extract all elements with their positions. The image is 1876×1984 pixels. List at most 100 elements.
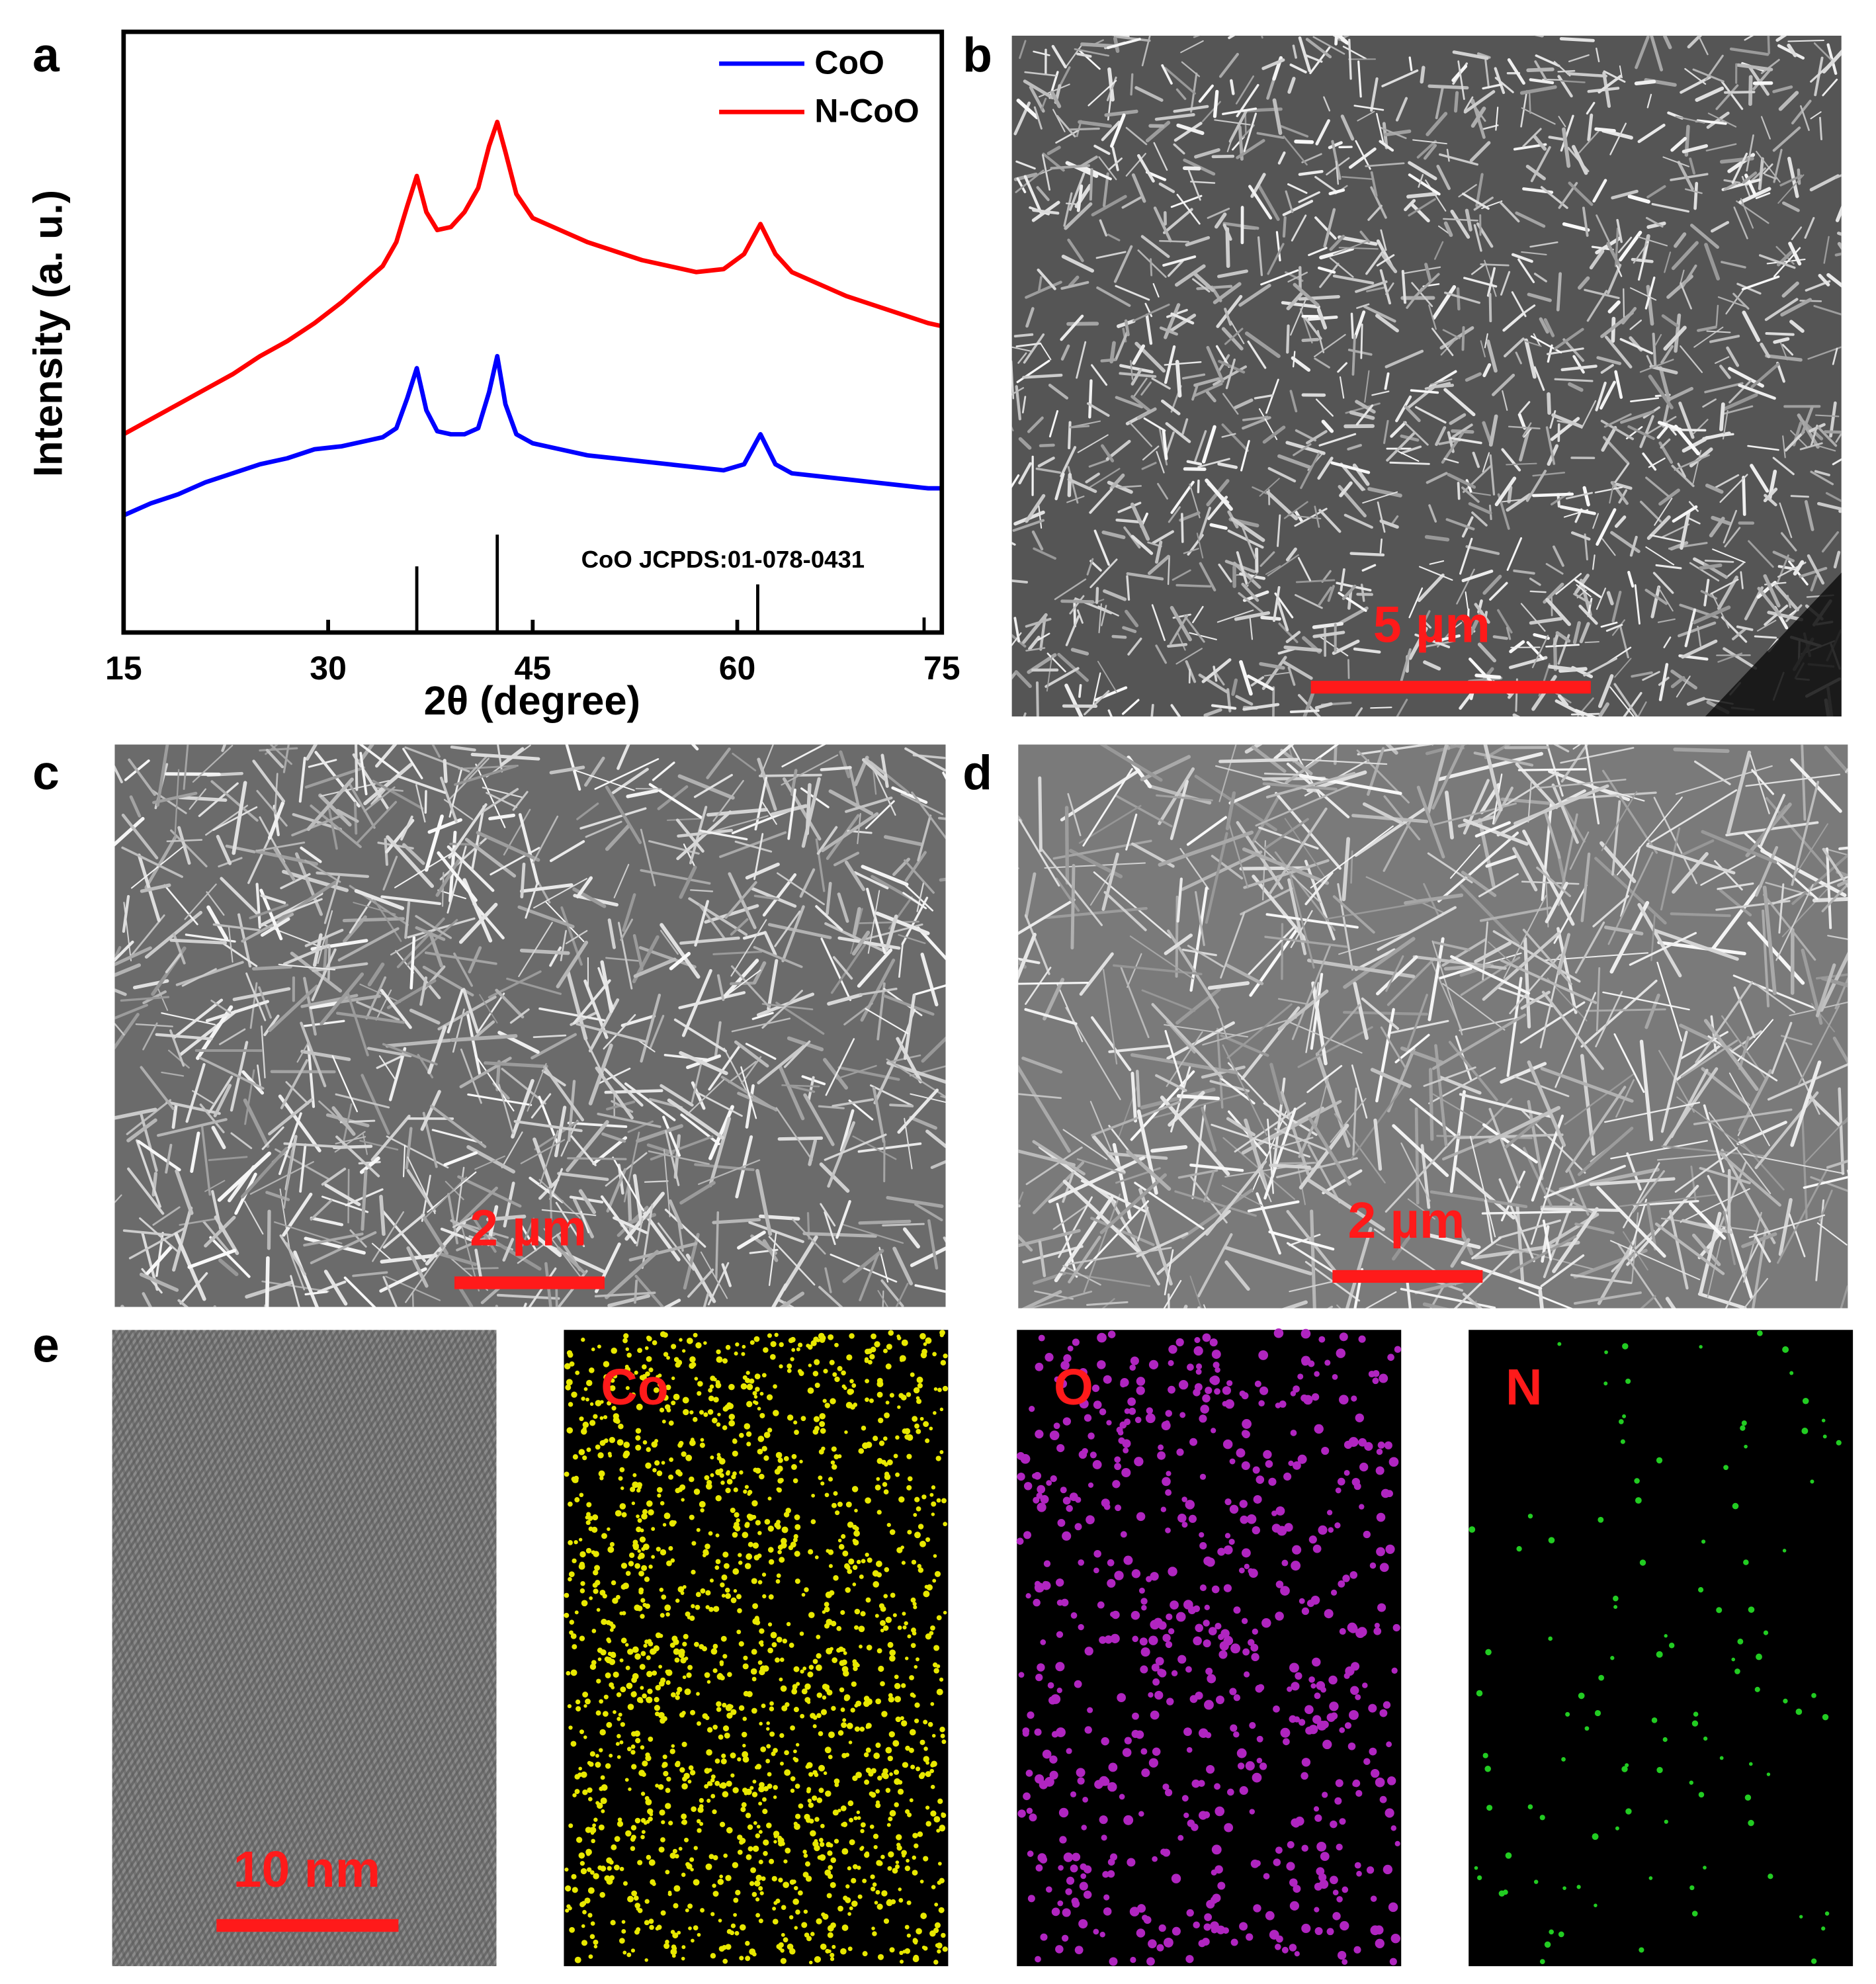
needle: [533, 1137, 553, 1188]
needle: [1644, 588, 1668, 605]
eds-dot: [732, 1438, 737, 1443]
eds-dot: [643, 1643, 648, 1648]
needle: [1254, 840, 1321, 903]
eds-dot: [640, 1834, 645, 1840]
needle: [1725, 1239, 1761, 1309]
needle: [1011, 425, 1014, 431]
needle: [346, 992, 369, 1057]
eds-dot: [687, 1780, 692, 1784]
eds-dot: [708, 1531, 713, 1536]
needle: [1314, 357, 1330, 368]
eds-dot: [654, 1439, 659, 1444]
needle: [1107, 1152, 1168, 1160]
eds-dot: [721, 1753, 726, 1758]
needle: [1494, 77, 1514, 93]
needle: [1551, 783, 1579, 844]
eds-dot: [841, 1370, 846, 1376]
eds-dot: [736, 1594, 742, 1600]
eds-dot: [715, 1559, 721, 1565]
needle: [866, 887, 886, 954]
needle: [1087, 79, 1117, 107]
eds-dot: [942, 1385, 949, 1392]
needle: [708, 1105, 734, 1160]
needle: [1058, 1196, 1093, 1258]
needle: [533, 1034, 567, 1039]
eds-dot: [638, 1552, 645, 1559]
needle: [1356, 303, 1370, 309]
eds-dot: [689, 1476, 695, 1483]
eds-dot: [1223, 1545, 1233, 1555]
eds-dot: [811, 1493, 816, 1498]
needle: [497, 744, 503, 773]
eds-dot: [575, 1370, 580, 1375]
needle: [1689, 447, 1713, 468]
eds-dot: [630, 1392, 636, 1398]
needle: [1227, 529, 1264, 549]
eds-dot: [648, 1367, 654, 1373]
needle: [1262, 782, 1338, 791]
needle: [1772, 456, 1795, 476]
needle: [1175, 264, 1206, 287]
eds-dot: [681, 1783, 688, 1790]
eds-dot: [711, 1417, 718, 1424]
eds-dot: [609, 1753, 613, 1758]
needle: [1252, 875, 1309, 943]
eds-dot: [641, 1830, 646, 1834]
eds-dot: [759, 1391, 764, 1396]
eds-dot: [907, 1634, 912, 1639]
needle: [114, 1022, 125, 1036]
needle: [179, 1272, 208, 1305]
needle: [1111, 147, 1119, 171]
needle: [1681, 639, 1718, 659]
needle: [1702, 398, 1717, 408]
eds-dot: [703, 1412, 708, 1417]
needle: [1096, 286, 1131, 307]
eds-dot: [636, 1488, 641, 1493]
eds-dot: [578, 1537, 583, 1541]
eds-dot: [902, 1612, 906, 1616]
eds-dot: [1249, 1809, 1255, 1815]
eds-dot: [781, 1905, 787, 1911]
needle: [533, 878, 588, 909]
needle: [1619, 410, 1655, 424]
eds-dot: [745, 1940, 750, 1946]
needle: [1093, 871, 1172, 939]
needle: [832, 956, 853, 980]
eds-dot: [925, 1805, 930, 1810]
needle: [1765, 332, 1795, 336]
eds-dot: [623, 1333, 629, 1339]
eds-dot: [914, 1423, 919, 1429]
needle: [1205, 1160, 1267, 1236]
eds-dot: [671, 1344, 677, 1350]
needle: [478, 992, 505, 1032]
needle: [1287, 1021, 1363, 1054]
eds-dot: [797, 1890, 803, 1896]
sem-image: [1018, 744, 1848, 1309]
eds-dot: [860, 1822, 866, 1828]
eds-dot: [895, 1864, 900, 1870]
eds-dot: [625, 1830, 632, 1837]
needle: [1611, 619, 1626, 636]
needle: [1206, 345, 1224, 383]
needle: [1277, 998, 1312, 1006]
eds-dot: [619, 1503, 626, 1510]
needle: [259, 888, 283, 941]
eds-dot: [603, 1415, 608, 1420]
needle: [1645, 216, 1664, 228]
eds-dot: [873, 1845, 878, 1850]
eds-dot: [565, 1384, 572, 1391]
eds-dot: [1214, 1388, 1220, 1395]
needle: [1046, 654, 1053, 692]
eds-dot: [681, 1498, 685, 1502]
eds-dot: [929, 1426, 933, 1431]
needle: [1304, 859, 1336, 941]
eds-dot: [648, 1737, 654, 1742]
needle: [1725, 821, 1819, 837]
needle: [1354, 948, 1396, 971]
needle: [1473, 196, 1494, 211]
eds-dot: [753, 1467, 758, 1473]
needle: [1611, 800, 1621, 876]
needle: [1140, 755, 1191, 781]
eds-dot: [1334, 1797, 1342, 1805]
needle: [1598, 702, 1609, 717]
